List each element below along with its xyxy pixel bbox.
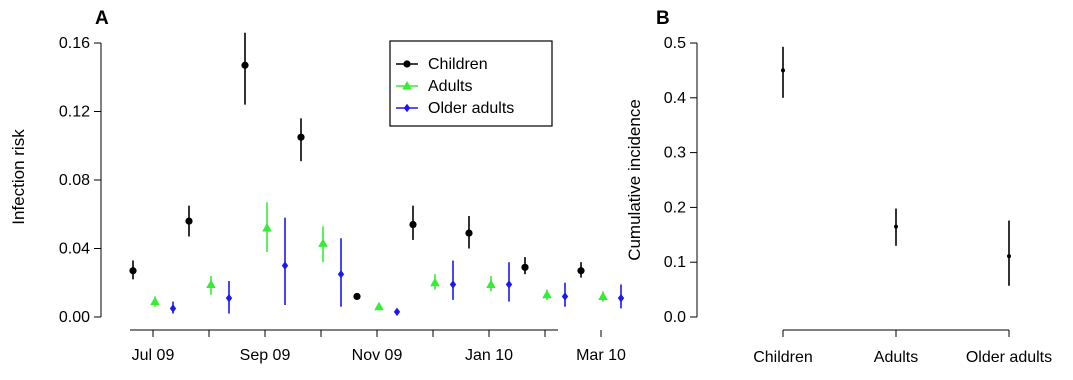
- data-point: [465, 229, 473, 237]
- panel-b-y-tick-label: 0.2: [664, 199, 686, 216]
- panel-b-y-tick-label: 0.5: [664, 35, 686, 52]
- data-point: [521, 263, 529, 271]
- data-point: [150, 296, 160, 306]
- panel-b-x-tick-label: Older adults: [966, 349, 1052, 366]
- legend-box: [389, 40, 553, 127]
- panel-b-y-tick-label: 0.0: [664, 309, 686, 326]
- data-point: [374, 301, 384, 311]
- panel-a-x-tick-label: Jul 09: [132, 347, 175, 364]
- point-children: [781, 46, 785, 98]
- series-older-adults: [169, 217, 625, 317]
- data-point: [449, 280, 457, 289]
- data-point: [561, 292, 569, 301]
- data-point: [393, 307, 401, 317]
- panel-b-x-tick-label: Children: [753, 349, 813, 366]
- data-point: [598, 291, 608, 300]
- data-point: [409, 220, 417, 229]
- series-adults: [150, 202, 608, 311]
- panel-a-label: A: [95, 8, 109, 29]
- data-point: [185, 217, 193, 225]
- panel-b: B Cumulative incidence 0.00.10.20.30.40.…: [625, 8, 1052, 366]
- panel-a-series: [129, 32, 625, 317]
- legend-item-children: Children: [428, 56, 488, 73]
- data-point: [241, 61, 249, 69]
- panel-a-x-tick-label: Sep 09: [240, 347, 291, 364]
- panel-a-y-tick-label: 0.16: [59, 35, 90, 52]
- data-point: [337, 269, 345, 279]
- panel-b-y-tick-label: 0.4: [664, 90, 686, 107]
- data-point: [1007, 254, 1011, 259]
- panel-b-points: [781, 46, 1011, 286]
- panel-a-y-tick-label: 0.00: [59, 309, 90, 326]
- panel-a-x-ticks: Jul 09 Sep 09 Nov 09 Jan 10 Mar 10: [132, 330, 626, 364]
- data-point: [577, 267, 585, 275]
- data-point: [281, 261, 289, 270]
- data-point: [353, 292, 361, 301]
- legend-item-older-adults: Older adults: [428, 100, 514, 117]
- panel-a-x-tick-label: Nov 09: [352, 347, 403, 364]
- data-point: [894, 224, 898, 229]
- panel-b-x-tick-label: Adults: [874, 349, 918, 366]
- data-point: [225, 293, 233, 303]
- panel-a-x-tick-label: Mar 10: [576, 347, 626, 364]
- panel-a-y-tick-label: 0.04: [59, 241, 90, 258]
- data-point: [297, 133, 305, 141]
- legend-item-adults: Adults: [428, 78, 472, 95]
- data-point: [129, 267, 137, 275]
- data-point: [542, 289, 552, 299]
- data-point: [206, 279, 216, 288]
- panel-b-y-ticks: 0.0 0.1 0.2 0.3 0.4 0.5: [664, 35, 697, 326]
- point-adults: [894, 208, 898, 246]
- panel-a-x-tick-label: Jan 10: [465, 347, 513, 364]
- data-point: [318, 238, 328, 247]
- data-point: [617, 293, 625, 303]
- panel-a-y-axis-title: Infection risk: [9, 129, 28, 225]
- data-point: [262, 222, 272, 232]
- data-point: [505, 280, 513, 289]
- legend: Children Adults Older adults: [389, 40, 553, 127]
- data-point: [781, 68, 785, 73]
- panel-a-y-ticks: 0.00 0.04 0.08 0.12 0.16: [59, 35, 101, 326]
- data-point: [486, 279, 496, 288]
- legend-marker: [402, 81, 412, 90]
- data-point: [430, 277, 440, 287]
- point-older-adults: [1007, 220, 1011, 286]
- panel-a: A Infection risk 0.00 0.04 0.08 0.12 0.16 Ju…: [9, 8, 626, 364]
- panel-b-y-tick-label: 0.1: [664, 254, 686, 271]
- panel-b-y-tick-label: 0.3: [664, 145, 686, 162]
- series-children: [129, 32, 585, 301]
- data-point: [169, 304, 177, 313]
- legend-marker: [403, 103, 411, 113]
- panel-a-y-tick-label: 0.12: [59, 104, 90, 121]
- panel-b-x-ticks: Children Adults Older adults: [753, 330, 1052, 366]
- panel-a-y-tick-label: 0.08: [59, 172, 90, 189]
- panel-b-label: B: [656, 8, 670, 29]
- legend-marker: [403, 60, 411, 68]
- panel-b-y-axis-title: Cumulative incidence: [625, 99, 644, 261]
